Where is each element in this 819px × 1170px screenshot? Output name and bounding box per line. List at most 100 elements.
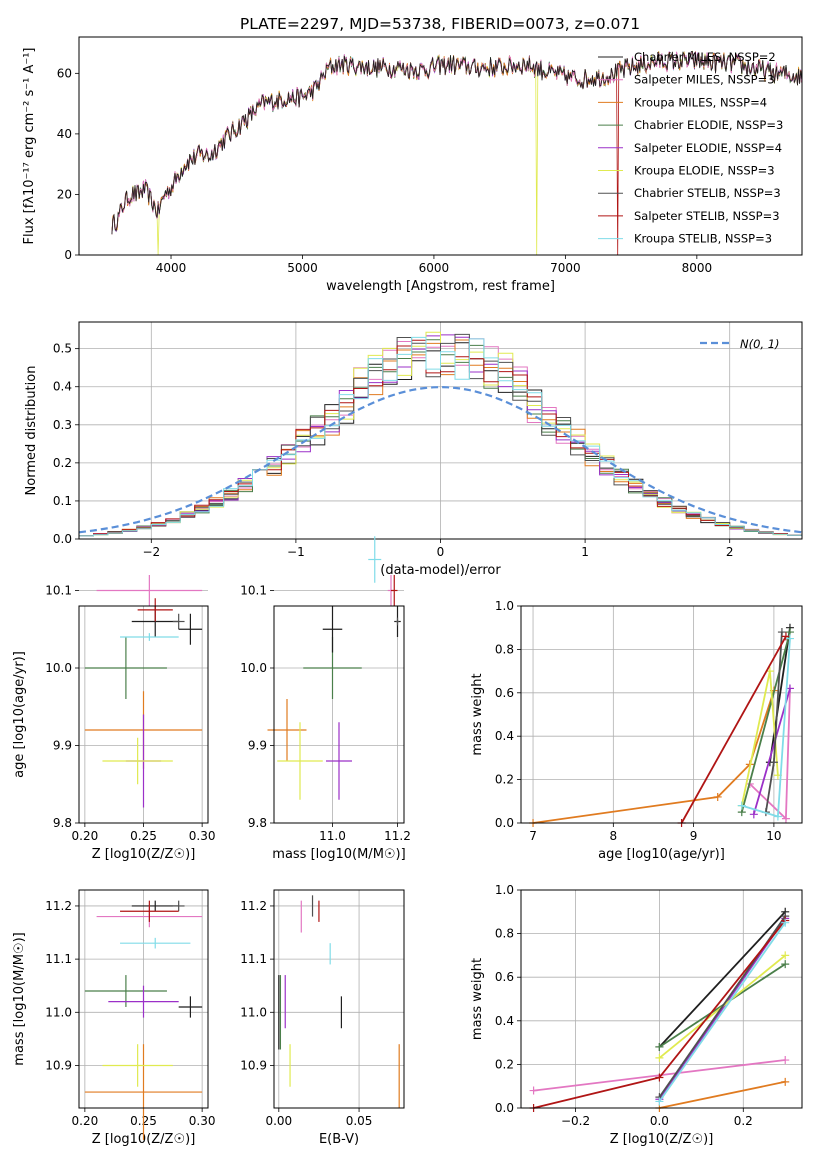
- axes-frame: [273, 889, 405, 1109]
- y-tick-label: 9.9: [248, 739, 267, 753]
- y-axis-label: mass [log10(M/M☉)]: [12, 932, 27, 1065]
- y-tick-label: 20: [57, 187, 72, 201]
- axes-frame: [273, 605, 405, 824]
- y-axis-label: Normed distribution: [24, 366, 39, 496]
- mass-weight-line: [769, 627, 791, 763]
- mass-weight-line: [658, 917, 786, 1100]
- x-tick-label: −2: [142, 545, 160, 559]
- y-tick-label: 0.5: [53, 342, 72, 356]
- y-axis-label: age [log10(age/yr)]: [12, 651, 27, 778]
- y-tick-label: 11.1: [45, 952, 72, 966]
- legend-entry: Chabrier MILES, NSSP=2: [634, 50, 776, 64]
- x-tick-label: −0.2: [561, 1114, 590, 1128]
- mass-weight-marker: [781, 951, 790, 960]
- mass-weight-line: [680, 635, 787, 824]
- x-tick-label: 0.0: [650, 1114, 669, 1128]
- y-tick-label: 1.0: [495, 599, 514, 613]
- mass-weight-marker: [785, 634, 794, 643]
- y-tick-label: 0.1: [53, 494, 72, 508]
- x-tick-label: 0.30: [189, 1114, 216, 1128]
- mass-weight-marker: [781, 632, 790, 641]
- legend-entry: Kroupa MILES, NSSP=4: [634, 95, 767, 109]
- y-tick-label: 10.0: [45, 661, 72, 675]
- mass-weight-marker: [773, 812, 782, 821]
- legend-entry: Salpeter MILES, NSSP=3: [634, 73, 775, 87]
- x-tick-label: 0.30: [189, 829, 216, 843]
- x-tick-label: 8: [610, 829, 618, 843]
- spectrum-panel: 4000 5000 6000 7000 8000 0 20 40 60 wavelength [A…: [22, 36, 803, 294]
- y-tick-label: 9.8: [53, 816, 72, 830]
- y-tick-label: 0.2: [495, 773, 514, 787]
- y-tick-label: 0.0: [53, 532, 72, 546]
- x-tick-label: 0.25: [130, 829, 157, 843]
- y-tick-label: 40: [57, 127, 72, 141]
- age-vs-metallicity-panel: 0.20 0.25 0.30 9.8 9.9 10.0 10.1 Z [log10(Z/Z☉)…: [12, 575, 215, 862]
- x-tick-label: 0.20: [72, 829, 99, 843]
- x-tick-label: 9: [690, 829, 698, 843]
- y-tick-label: 0.2: [495, 1057, 514, 1071]
- x-axis-label: E(B-V): [319, 1132, 359, 1147]
- mass-weight-line: [740, 670, 779, 806]
- y-tick-label: 11.2: [45, 899, 72, 913]
- y-axis-label: mass weight: [470, 958, 485, 1040]
- y-tick-label: 0.3: [53, 418, 72, 432]
- y-tick-label: 11.0: [45, 1005, 72, 1019]
- y-tick-label: 9.8: [248, 816, 267, 830]
- residuals-panel: −2 −1 0 1 2 0.0 0.1 0.2 0.3 0.4 0.5 (data-model)/er…: [24, 321, 803, 578]
- mass-weight-marker: [781, 814, 790, 823]
- y-tick-label: 0.4: [495, 729, 514, 743]
- x-tick-label: 4000: [156, 261, 187, 275]
- x-axis-label: mass [log10(M/M☉)]: [272, 847, 405, 862]
- axes-frame: [520, 605, 803, 824]
- x-tick-label: 11.0: [319, 829, 346, 843]
- figure-title: PLATE=2297, MJD=53738, FIBERID=0073, z=0…: [240, 15, 640, 33]
- x-tick-label: 11.2: [384, 829, 411, 843]
- legend-entry: Chabrier ELODIE, NSSP=3: [634, 118, 783, 132]
- mass-weight-marker: [713, 792, 722, 801]
- x-axis-label: (data-model)/error: [380, 563, 501, 578]
- y-axis-label: mass weight: [470, 673, 485, 755]
- x-tick-label: 0.00: [265, 1114, 292, 1128]
- y-tick-label: 0.6: [495, 970, 514, 984]
- residual-histogram: [79, 339, 802, 537]
- legend-entry: N(0, 1): [740, 337, 780, 351]
- y-tick-label: 11.1: [240, 952, 267, 966]
- y-axis-label: Flux [fλ10⁻¹⁷ erg cm⁻² s⁻¹ A⁻¹]: [22, 48, 37, 245]
- y-tick-label: 0.4: [495, 1014, 514, 1028]
- y-tick-label: 0.8: [495, 642, 514, 656]
- x-tick-label: 8000: [682, 261, 713, 275]
- legend-entry: Salpeter STELIB, NSSP=3: [634, 209, 780, 223]
- y-tick-label: 10.9: [240, 1058, 267, 1072]
- y-tick-label: 0: [64, 248, 72, 262]
- x-tick-label: 7: [529, 829, 537, 843]
- x-tick-label: 2: [726, 545, 734, 559]
- mass-weight-line: [658, 911, 786, 1048]
- axes-frame: [78, 605, 209, 824]
- mass-weight-marker: [781, 960, 790, 969]
- spectrum-lines: [111, 50, 802, 255]
- mass-weight-marker: [781, 1077, 790, 1086]
- y-tick-label: 0.0: [495, 816, 514, 830]
- mass-weight-marker: [655, 1097, 664, 1106]
- y-tick-label: 0.2: [53, 456, 72, 470]
- age-vs-mass-panel: 11.0 11.2 9.8 9.9 10.0 10.1 mass [log10(M/M☉)]: [240, 536, 411, 862]
- x-tick-label: 0.05: [346, 1114, 373, 1128]
- x-tick-label: 0: [437, 545, 445, 559]
- y-tick-label: 0.4: [53, 380, 72, 394]
- y-tick-label: 10.0: [240, 661, 267, 675]
- axes-frame: [78, 889, 209, 1109]
- x-axis-label: wavelength [Angstrom, rest frame]: [326, 279, 555, 294]
- mass-weight-marker: [749, 810, 758, 819]
- mass-weight-line: [532, 690, 775, 824]
- x-tick-label: 6000: [419, 261, 450, 275]
- legend-entry: Kroupa STELIB, NSSP=3: [634, 232, 772, 246]
- x-tick-label: 7000: [550, 261, 581, 275]
- y-tick-label: 9.9: [53, 739, 72, 753]
- mass-weight-line: [659, 1080, 786, 1109]
- mass-weight-marker: [781, 1056, 790, 1065]
- mass-weight-marker: [529, 1086, 538, 1095]
- x-tick-label: 0.20: [72, 1114, 99, 1128]
- mass-weight-marker: [737, 801, 746, 810]
- x-tick-label: 1: [581, 545, 589, 559]
